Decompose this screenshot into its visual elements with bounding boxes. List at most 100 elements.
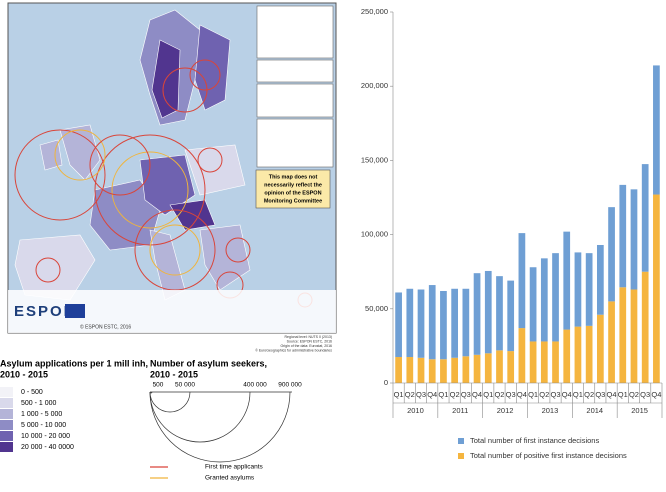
bar [529,341,537,383]
group-label: 2013 [542,406,559,415]
bar [484,353,492,383]
scale-label: 500 [153,382,164,389]
x-tick-label: Q1 [438,390,448,399]
bar [518,328,526,383]
y-tick-label: 50,000 [365,304,388,313]
legend-swatch [0,398,13,408]
circle [111,151,189,229]
legend-swatch [0,387,13,397]
bar [596,244,604,315]
legend-swatch [0,442,13,452]
bar [484,270,492,354]
legend-label: 5 000 - 10 000 [21,422,66,429]
bar [630,189,638,290]
bar [406,357,414,383]
note-box [255,169,331,209]
circle [35,257,61,283]
inset [256,83,334,118]
bar [417,289,425,358]
x-tick-label: Q2 [629,390,639,399]
bar [608,207,615,302]
circle-legend: Number of asylum seekers,2010 - 2015 500 5… [149,358,302,482]
bar [496,276,503,351]
x-tick-label: Q4 [427,390,437,399]
x-tick-label: Q4 [562,390,572,399]
bar [552,341,559,383]
circle [189,59,221,91]
credit-line: Origin of the data: Eurostat, 2016 [280,344,332,348]
legend-swatch [0,409,13,419]
x-tick-label: Q2 [494,390,504,399]
x-tick-label: Q4 [607,390,617,399]
bar [451,357,459,383]
x-tick-label: Q1 [528,390,538,399]
group-label: 2010 [407,406,424,415]
map: This map does not necessarily reflect the… [7,2,337,353]
bar [496,350,503,383]
note-line: This map does not [269,174,318,180]
x-tick-label: Q4 [472,390,482,399]
note: This map does not necessarily reflect the… [264,174,322,204]
x-tick-label: Q3 [551,390,561,399]
legend-swatch [0,431,13,441]
scale-arc [149,391,191,413]
bar [641,164,649,272]
x-tick-label: Q2 [584,390,594,399]
circle [225,237,251,263]
legend-label: Total number of positive first instance … [470,451,627,460]
bar [451,288,459,358]
bar [473,354,481,383]
x-tick-label: Q3 [506,390,516,399]
bar [630,289,638,383]
circle [54,129,106,181]
bar [540,341,548,383]
eu-flag [65,304,85,318]
bar [473,273,481,355]
group-label: 2012 [497,406,514,415]
bar [641,271,649,383]
bar [395,357,402,383]
bar [653,65,660,195]
circle [197,147,223,173]
inset [256,118,334,168]
bar [462,288,470,357]
bar [596,314,604,383]
copyright: © ESPON ESTC, 2016 [80,323,131,330]
bar [585,253,593,326]
circle [14,129,106,221]
bar [428,285,436,360]
insets [256,5,334,168]
y-tick-label: 250,000 [361,7,388,16]
legend-swatch [0,420,13,430]
x-tick-label: Q1 [573,390,583,399]
credit-line: © EuroGeographics for administrative bou… [255,348,332,352]
legend-label: First time applicants [205,464,264,471]
group-label: 2011 [452,406,468,415]
logo-strip [8,290,336,333]
bar [529,267,537,342]
circles [14,59,313,308]
bar [540,258,548,342]
legend-swatch [458,438,464,444]
inset [256,59,334,83]
x-tick-label: Q2 [450,390,460,399]
note-line: opinion of the ESPON [264,190,321,196]
scale-label: 50 000 [175,382,195,389]
credits: Regional level: NUTS 0 (2013)Source: ESP… [255,335,332,353]
bar [574,326,582,383]
scale-arc [149,391,291,463]
bar [462,356,470,383]
y-tick-label: 0 [384,378,388,387]
circle [149,224,201,276]
x-tick-label: Q2 [405,390,415,399]
y-tick-label: 200,000 [361,81,388,90]
x-tick-label: Q1 [618,390,628,399]
scale-label: 400 000 [243,382,267,389]
scale-arc [149,391,251,443]
x-tick-label: Q2 [539,390,549,399]
y-tick-label: 100,000 [361,230,388,239]
legend-label: 20 000 - 40 0000 [21,444,74,451]
scale-label: 900 000 [278,382,302,389]
circle [89,134,151,196]
